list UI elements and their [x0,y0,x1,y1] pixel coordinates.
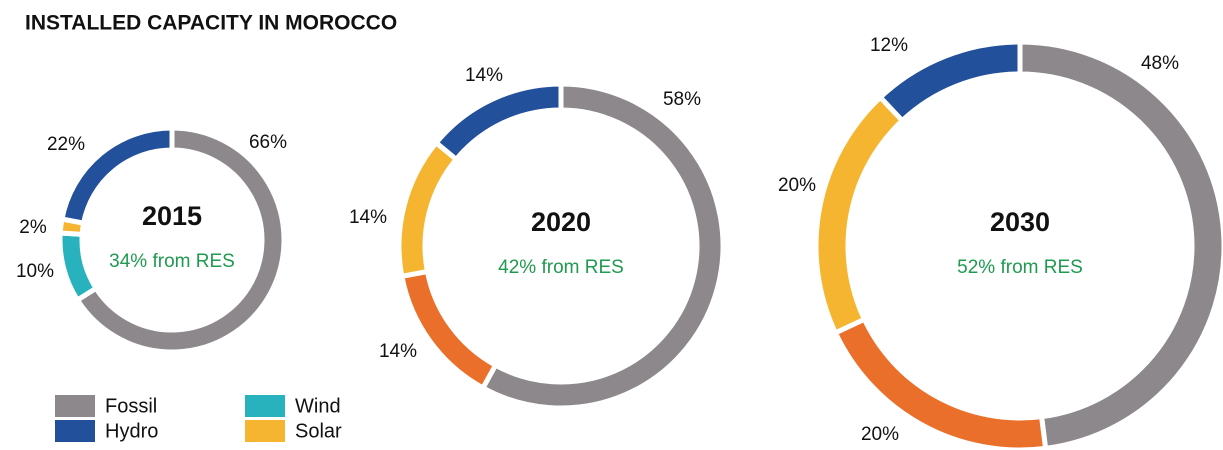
legend-label: Wind [295,395,341,417]
donut-segment [396,139,460,280]
donut-subtitle: 34% from RES [109,251,235,272]
legend-swatch [245,420,285,442]
donut-segment [73,125,287,355]
donut-title: 2015 [142,201,202,231]
donut-title: 2030 [990,207,1050,237]
value-label: 14% [379,341,417,362]
legend-swatch [245,395,285,417]
legend-label: Fossil [105,395,157,417]
donut-segment [813,93,906,337]
donut-subtitle: 52% from RES [957,257,1083,278]
value-label: 14% [465,65,503,86]
legend-swatch [55,420,95,442]
chart-title: INSTALLED CAPACITY IN MOROCCO [25,12,397,35]
value-label: 22% [47,134,85,155]
legend-label: Solar [295,420,342,442]
donut-segment [1017,39,1223,450]
donut-segment [57,230,100,304]
donut-segment [479,81,726,411]
value-label: 20% [778,175,816,196]
value-label: 2% [19,217,47,238]
value-label: 12% [870,35,908,56]
value-label: 66% [249,132,287,153]
donut-segment [876,39,1023,125]
donut-segment [432,81,564,163]
donut-subtitle: 42% from RES [498,257,624,278]
donut-segment [398,268,499,392]
legend-label: Hydro [105,420,158,442]
value-label: 14% [349,207,387,228]
value-label: 20% [861,424,899,445]
donut-title: 2020 [531,207,591,237]
value-label: 10% [16,261,54,282]
value-label: 48% [1141,53,1179,74]
donut-segment [59,125,175,227]
value-label: 58% [663,89,701,110]
legend-swatch [55,395,95,417]
